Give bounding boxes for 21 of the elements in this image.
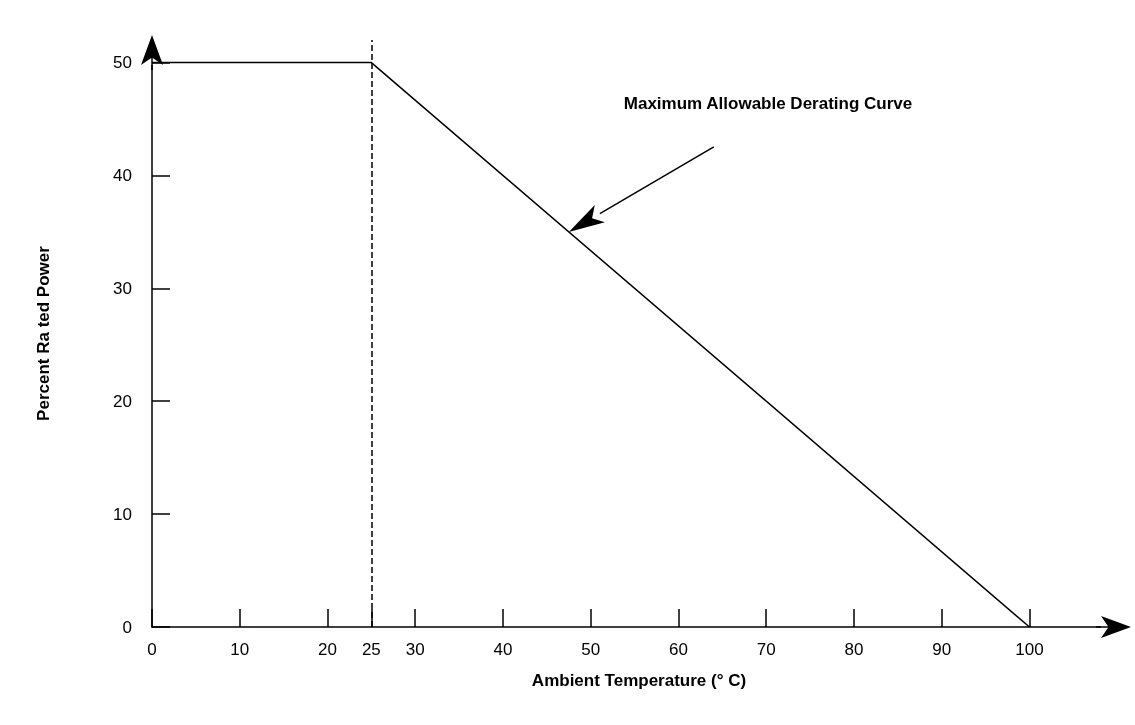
y-tick-label: 30 <box>113 278 132 298</box>
x-tick-label: 90 <box>932 640 952 659</box>
y-tick-label: 10 <box>113 504 132 524</box>
y-tick-label: 20 <box>113 391 132 411</box>
y-tick-label: 40 <box>113 165 132 185</box>
y-tick-label: 50 <box>113 53 132 73</box>
x-tick-label: 25 <box>361 640 381 659</box>
x-tick-label: 60 <box>669 640 688 659</box>
x-tick-label: 0 <box>147 640 157 659</box>
x-tick-label: 100 <box>1015 640 1044 659</box>
x-tick-label: 50 <box>581 640 601 659</box>
x-tick-label: 80 <box>844 640 864 659</box>
x-tick-label: 10 <box>230 640 250 659</box>
annotation: Maximum Allowable Derating Curve <box>623 93 913 113</box>
y-axis-title: Percent Ra ted Power <box>34 245 53 421</box>
x-axis-title: Ambient Temperature (° C) <box>531 671 747 690</box>
x-tick-label: 40 <box>493 640 513 659</box>
y-tick-label: 0 <box>122 617 132 637</box>
x-tick-label: 70 <box>756 640 776 659</box>
x-tick-label: 20 <box>318 640 337 659</box>
x-tick-label: 30 <box>405 640 425 659</box>
